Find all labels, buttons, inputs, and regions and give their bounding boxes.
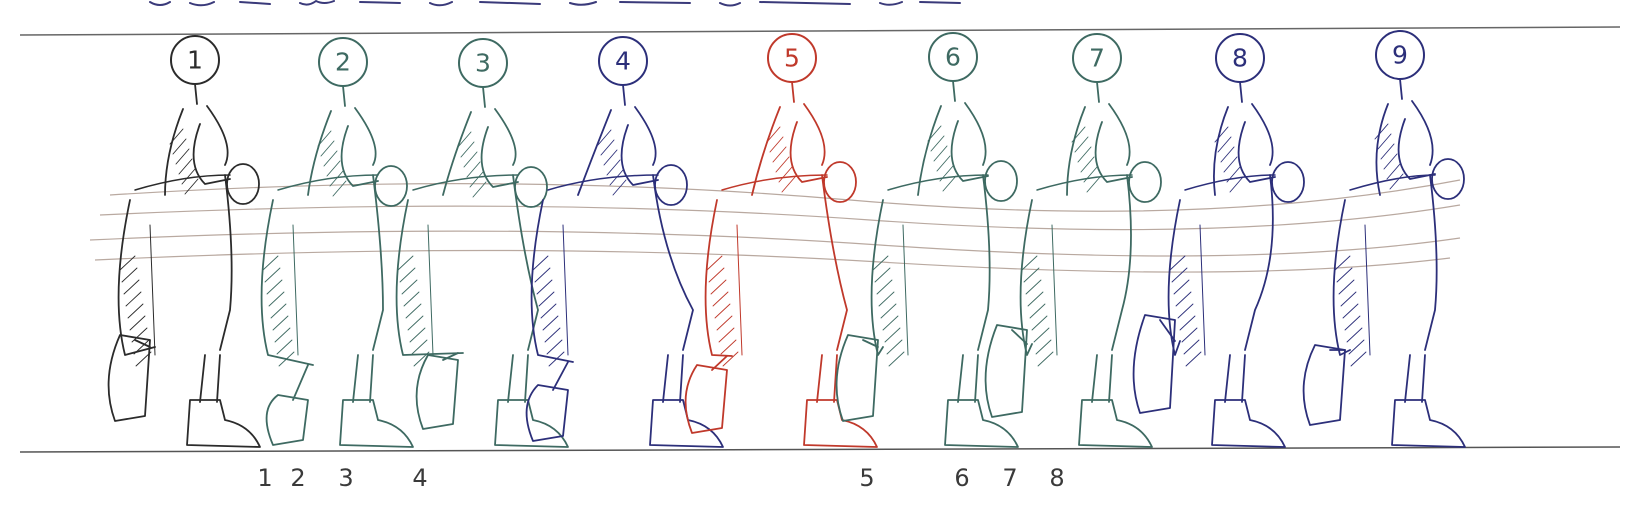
ground-line — [19, 446, 1621, 453]
spacing-mark-6: 6 — [954, 464, 969, 492]
frame-8: 8 — [1132, 33, 1305, 448]
spacing-mark-4: 4 — [412, 464, 427, 492]
frame-1: 1 — [107, 35, 261, 448]
frame-6: 6 — [835, 32, 1019, 448]
frame-number: 6 — [945, 43, 961, 72]
spacing-mark-7: 7 — [1002, 464, 1017, 492]
spacing-mark-2: 2 — [290, 464, 305, 492]
cropped-handwriting — [149, 0, 961, 7]
frame-number: 5 — [784, 44, 800, 73]
frame-number: 2 — [335, 48, 351, 77]
spacing-mark-3: 3 — [338, 464, 353, 492]
frame-number: 4 — [615, 47, 631, 76]
spacing-mark-8: 8 — [1049, 464, 1064, 492]
frame-number: 1 — [187, 46, 203, 75]
frame-number: 3 — [475, 49, 491, 78]
frame-number: 9 — [1392, 41, 1408, 70]
motion-guides — [89, 179, 1461, 273]
spacing-mark-1: 1 — [257, 464, 272, 492]
spacing-mark-5: 5 — [859, 464, 874, 492]
frame-9: 9 — [1302, 30, 1466, 448]
top-rule — [19, 26, 1621, 36]
frame-number: 7 — [1089, 44, 1105, 73]
frame-2: 2 — [260, 37, 414, 448]
frame-7: 7 — [984, 33, 1162, 448]
frame-3: 3 — [395, 38, 569, 448]
frame-5: 5 — [684, 33, 878, 448]
frame-4: 4 — [525, 36, 724, 448]
frame-number: 8 — [1232, 44, 1248, 73]
